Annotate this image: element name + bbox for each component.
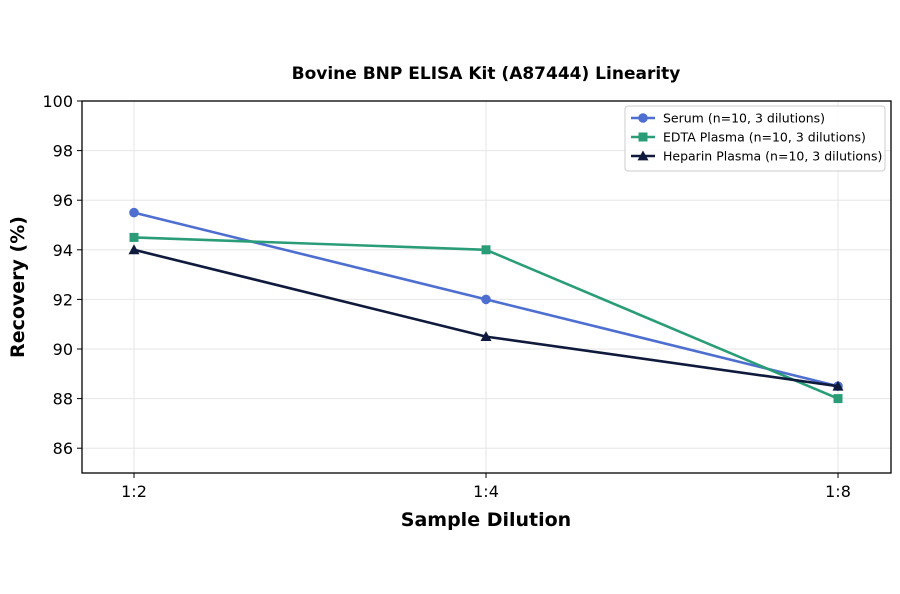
data-point: [481, 294, 491, 305]
axis-ticks: 86 88 90 92 94 96 98 100 1:2 1:4 1:8: [42, 92, 850, 501]
data-point: [129, 207, 139, 218]
y-tick-label: 94: [53, 241, 73, 260]
legend-marker: [638, 113, 648, 123]
x-tick-label: 1:2: [121, 482, 147, 501]
y-tick-label: 92: [53, 290, 73, 309]
chart-title: Bovine BNP ELISA Kit (A87444) Linearity: [292, 64, 681, 84]
x-tick-label: 1:8: [825, 482, 851, 501]
data-point: [129, 232, 139, 242]
y-tick-label: 96: [53, 191, 73, 210]
legend: Serum (n=10, 3 dilutions) EDTA Plasma (n=…: [624, 105, 886, 172]
y-tick-label: 98: [53, 142, 73, 161]
y-axis-label: Recovery (%): [7, 216, 29, 358]
legend-label: Serum (n=10, 3 dilutions): [663, 111, 825, 126]
legend-item: Heparin Plasma (n=10, 3 dilutions): [631, 149, 882, 164]
legend-label: Heparin Plasma (n=10, 3 dilutions): [663, 149, 882, 164]
series-2: [129, 232, 843, 404]
legend-box: [624, 105, 886, 172]
legend-label: EDTA Plasma (n=10, 3 dilutions): [663, 130, 866, 145]
legend-item: Serum (n=10, 3 dilutions): [631, 111, 825, 126]
data-point: [480, 331, 492, 341]
legend-item: EDTA Plasma (n=10, 3 dilutions): [631, 130, 866, 145]
data-point: [832, 380, 844, 391]
data-point: [833, 394, 843, 404]
y-tick-label: 88: [53, 390, 73, 409]
data-point: [481, 245, 491, 255]
x-axis-label: Sample Dilution: [401, 509, 571, 531]
legend-marker: [637, 150, 649, 161]
series-3: [128, 244, 844, 391]
y-tick-label: 90: [53, 340, 73, 359]
y-tick-label: 100: [42, 92, 73, 111]
legend-marker: [638, 132, 648, 142]
series-layer: [128, 207, 844, 404]
y-tick-label: 86: [53, 439, 73, 458]
x-tick-label: 1:4: [473, 482, 499, 501]
data-point: [128, 244, 140, 255]
